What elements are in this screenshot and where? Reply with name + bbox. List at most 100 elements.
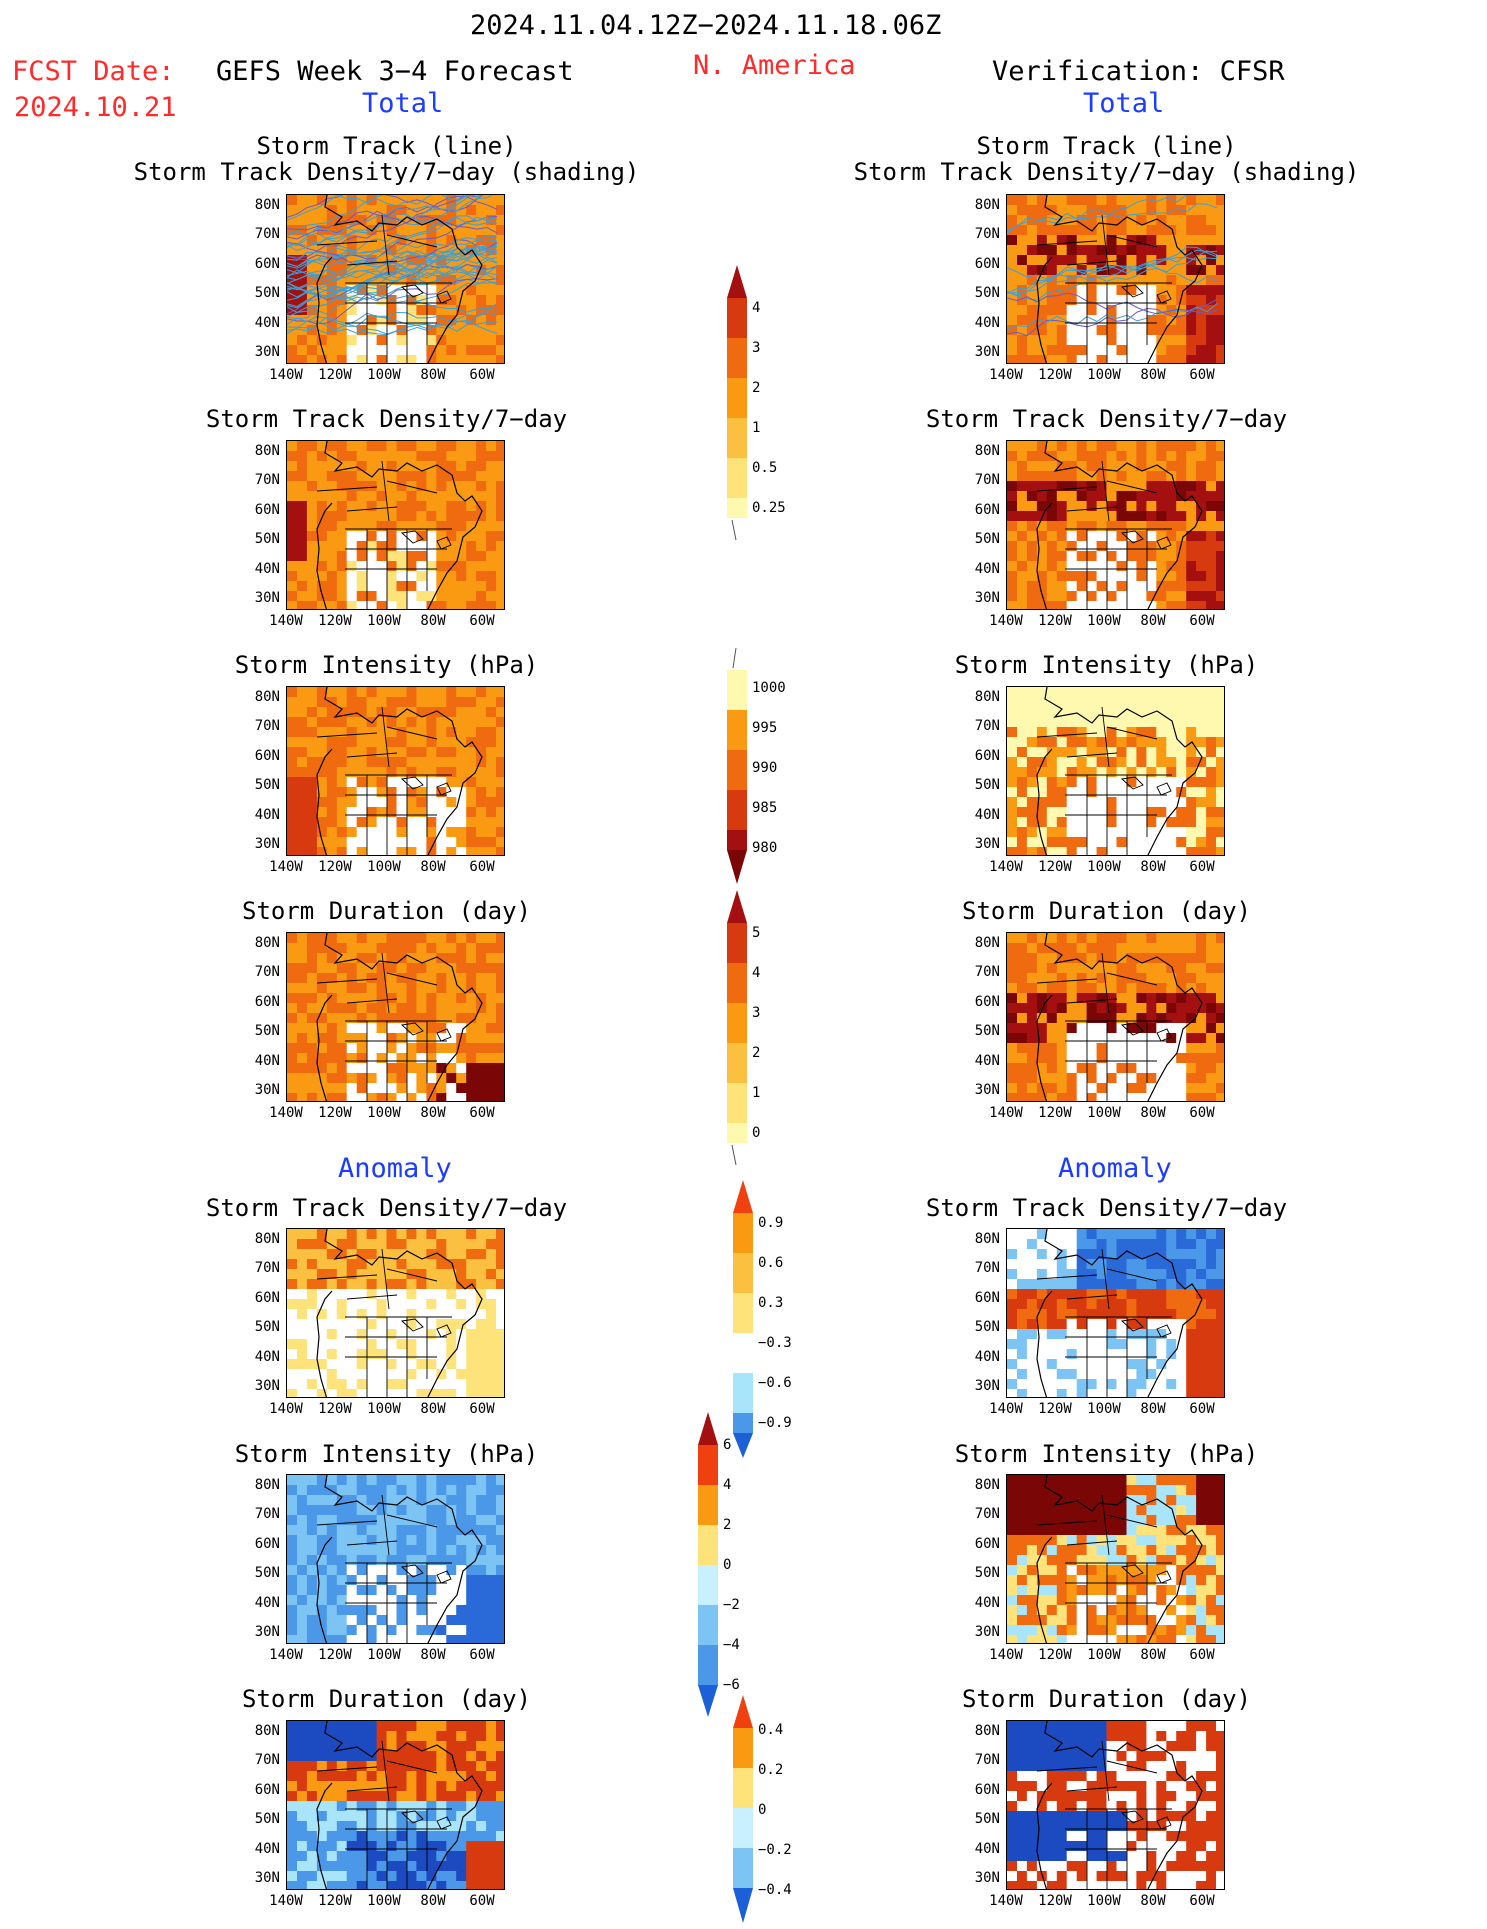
cbar-duration-2: 3 xyxy=(752,1005,761,1021)
lon-label: 100W xyxy=(1087,1893,1121,1909)
lat-label: 70N xyxy=(974,1752,1000,1769)
lon-label: 60W xyxy=(1189,1647,1215,1663)
lon-label: 80W xyxy=(420,367,446,383)
lat-label: 50N xyxy=(254,777,280,794)
duration-anom-field-graphic xyxy=(287,1721,504,1889)
lat-label: 60N xyxy=(254,255,280,272)
cbar-density-1: 3 xyxy=(752,340,761,356)
cbar-danom-5: −0.9 xyxy=(758,1415,792,1431)
lat-label: 50N xyxy=(974,285,1000,302)
lat-label: 40N xyxy=(254,806,280,823)
lat-label: 60N xyxy=(974,747,1000,764)
lat-label: 50N xyxy=(974,531,1000,548)
title-l-duration: Storm Duration (day) xyxy=(242,897,531,925)
lat-label: 30N xyxy=(974,1870,1000,1886)
lon-label: 80W xyxy=(1140,367,1166,383)
lat-label: 60N xyxy=(254,747,280,764)
lat-label: 40N xyxy=(974,314,1000,331)
lon-label: 140W xyxy=(269,859,303,875)
cbar-duration-4: 1 xyxy=(752,1085,761,1101)
lon-label: 140W xyxy=(989,1893,1023,1909)
lon-label: 100W xyxy=(367,859,401,875)
title-r-duration: Storm Duration (day) xyxy=(962,897,1251,925)
cbar-duranom-2: 0 xyxy=(758,1802,767,1818)
lat-label: 40N xyxy=(974,1840,1000,1857)
lat-label: 70N xyxy=(974,718,1000,735)
lon-label: 100W xyxy=(367,1105,401,1121)
colorbar-duration-graphic xyxy=(727,890,747,1166)
lon-label: 120W xyxy=(318,859,352,875)
left-total-title: Total xyxy=(362,88,444,119)
lon-label: 60W xyxy=(469,1105,495,1121)
lat-label: 30N xyxy=(974,836,1000,852)
lat-label: 80N xyxy=(974,1723,1000,1739)
lon-label: 120W xyxy=(1038,367,1072,383)
lat-label: 80N xyxy=(974,689,1000,705)
lat-label: 50N xyxy=(974,1319,1000,1336)
lat-label: 80N xyxy=(974,1477,1000,1493)
title-r-intensity: Storm Intensity (hPa) xyxy=(954,651,1259,679)
duration-anom-field-graphic xyxy=(1007,1721,1224,1889)
cbar-danom-1: 0.6 xyxy=(758,1255,784,1271)
colorbar-density-anom-graphic xyxy=(733,1180,753,1458)
right-anomaly-title: Anomaly xyxy=(1058,1153,1172,1184)
lon-label: 120W xyxy=(1038,1105,1072,1121)
cbar-intensity-4: 980 xyxy=(752,840,778,856)
lat-label: 40N xyxy=(974,1348,1000,1365)
lat-label: 50N xyxy=(254,531,280,548)
lat-label: 70N xyxy=(254,226,280,243)
lon-label: 120W xyxy=(318,367,352,383)
lon-label: 60W xyxy=(1189,613,1215,629)
lat-label: 80N xyxy=(254,935,280,951)
cbar-ianom-1: 4 xyxy=(723,1477,732,1493)
cbar-duranom-3: −0.2 xyxy=(758,1842,792,1858)
title-l-trackline: Storm Track (line) xyxy=(256,132,517,160)
lat-label: 60N xyxy=(254,1289,280,1306)
cbar-intensity-2: 990 xyxy=(752,760,778,776)
model-title: GEFS Week 3−4 Forecast xyxy=(216,56,574,87)
lat-label: 70N xyxy=(974,1260,1000,1277)
title-l-trackshade: Storm Track Density/7−day (shading) xyxy=(133,158,640,186)
lon-label: 100W xyxy=(1087,1105,1121,1121)
map-forecast-duration-anom xyxy=(286,1720,505,1890)
lat-label: 60N xyxy=(974,1535,1000,1552)
lat-label: 80N xyxy=(974,935,1000,951)
lat-label: 30N xyxy=(974,1082,1000,1098)
lat-label: 30N xyxy=(974,590,1000,606)
lat-label: 70N xyxy=(254,964,280,981)
lon-label: 120W xyxy=(1038,859,1072,875)
map-verification-density xyxy=(1006,440,1225,610)
lat-label: 60N xyxy=(254,501,280,518)
lat-label: 50N xyxy=(254,1319,280,1336)
trackline-field-graphic xyxy=(287,195,504,363)
lon-label: 120W xyxy=(318,1647,352,1663)
right-total-title: Total xyxy=(1083,88,1165,119)
lat-label: 70N xyxy=(974,964,1000,981)
density-anom-field-graphic xyxy=(287,1229,504,1397)
duration-field-graphic xyxy=(1007,933,1224,1101)
lat-label: 80N xyxy=(974,1231,1000,1247)
lat-label: 50N xyxy=(974,1023,1000,1040)
title-l-intensity: Storm Intensity (hPa) xyxy=(234,651,539,679)
colorbar-intensity-anom-graphic xyxy=(698,1412,718,1717)
cbar-duranom-4: −0.4 xyxy=(758,1882,792,1898)
cbar-duranom-1: 0.2 xyxy=(758,1762,784,1778)
lon-label: 80W xyxy=(1140,859,1166,875)
lat-label: 30N xyxy=(254,590,280,606)
lat-label: 80N xyxy=(254,1723,280,1739)
lon-label: 140W xyxy=(989,1647,1023,1663)
left-anomaly-title: Anomaly xyxy=(338,1153,452,1184)
lat-label: 70N xyxy=(974,472,1000,489)
lon-label: 140W xyxy=(269,367,303,383)
lon-label: 60W xyxy=(1189,1401,1215,1417)
lon-label: 60W xyxy=(1189,1105,1215,1121)
lat-label: 40N xyxy=(254,1052,280,1069)
title-r-intensity-anom: Storm Intensity (hPa) xyxy=(954,1440,1259,1468)
lat-label: 70N xyxy=(254,718,280,735)
lon-label: 60W xyxy=(469,613,495,629)
lat-label: 30N xyxy=(974,344,1000,360)
lon-label: 100W xyxy=(367,1893,401,1909)
lat-label: 40N xyxy=(974,1594,1000,1611)
map-verification-duration xyxy=(1006,932,1225,1102)
title-r-density: Storm Track Density/7−day xyxy=(925,405,1288,433)
